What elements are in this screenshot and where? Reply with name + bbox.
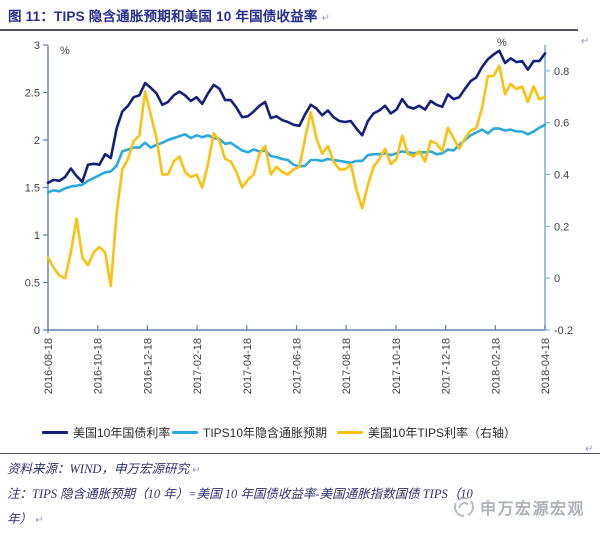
right-axis-unit: % xyxy=(497,37,507,49)
note-line-1: 注：TIPS 隐含通胀预期（10 年）=美国 10 年国债收益率-美国通胀指数国… xyxy=(7,483,473,502)
brand-logo-text: 申万宏源宏观 xyxy=(480,501,586,518)
right-tick-label: 0.8 xyxy=(554,66,569,78)
figure-title: 图 11：TIPS 隐含通胀预期和美国 10 年国债收益率 ↵ xyxy=(8,5,330,25)
right-tick-label: 0 xyxy=(554,273,560,285)
legend-item-1: TIPS10年隐含通胀预期 xyxy=(172,424,327,440)
legend-swatch-0 xyxy=(42,430,68,434)
figure-title-text: 图 11：TIPS 隐含通胀预期和美国 10 年国债收益率 xyxy=(8,9,318,24)
right-tick-label: -0.2 xyxy=(554,325,573,337)
x-tick-label: 2017-10-18 xyxy=(391,338,403,394)
right-tick-label: 0.2 xyxy=(554,221,569,233)
source-text: 资料来源：WIND，申万宏源研究 xyxy=(7,462,189,476)
line-chart: 3 2.5 2 1.5 1 0.5 0 0.8 0.6 0.4 0.2 0 -0.2 2016-08-18… xyxy=(0,34,600,422)
left-tick-label: 1.5 xyxy=(25,183,40,195)
right-tick-label: 0.6 xyxy=(554,118,569,130)
paragraph-mark-icon: ↵ xyxy=(35,515,44,526)
x-tick-label: 2016-10-18 xyxy=(93,338,105,394)
note-text-1: 注：TIPS 隐含通胀预期（10 年）=美国 10 年国债收益率-美国通胀指数国… xyxy=(7,487,473,501)
x-tick-label: 2017-06-18 xyxy=(292,338,304,394)
paragraph-mark-icon: ↵ xyxy=(581,36,590,47)
chart-canvas: 3 2.5 2 1.5 1 0.5 0 0.8 0.6 0.4 0.2 0 -0.2 2016-08-18… xyxy=(25,37,573,394)
left-axis-unit: % xyxy=(60,45,70,57)
left-tick-label: 0.5 xyxy=(25,278,40,290)
paragraph-mark-icon: ↵ xyxy=(321,13,331,24)
left-tick-label: 1 xyxy=(34,230,40,242)
x-tick-label: 2017-02-18 xyxy=(192,338,204,394)
series-line-1 xyxy=(46,123,547,194)
left-tick-label: 2 xyxy=(34,135,40,147)
left-tick-label: 3 xyxy=(34,40,40,52)
series-line-2 xyxy=(46,64,547,288)
brand-watermark: 申万宏源宏观 xyxy=(452,495,585,519)
brand-logo-icon xyxy=(454,497,474,517)
x-tick-label: 2018-04-18 xyxy=(540,338,552,394)
x-tick-label: 2018-02-18 xyxy=(490,338,502,394)
legend-item-0: 美国10年国债利率 xyxy=(42,424,170,440)
paragraph-mark-icon: ↵ xyxy=(585,444,594,455)
note-line-2: 年） ↵ xyxy=(7,508,44,527)
chart-legend: 美国10年国债利率 TIPS10年隐含通胀预期 美国10年TIPS利率（右轴） xyxy=(0,424,600,442)
legend-item-2: 美国10年TIPS利率（右轴） xyxy=(337,424,516,440)
x-tick-label: 2016-08-18 xyxy=(43,338,55,394)
paragraph-mark-icon: ↵ xyxy=(192,465,201,476)
x-tick-label: 2017-08-18 xyxy=(341,338,353,394)
legend-divider xyxy=(0,453,600,454)
legend-swatch-1 xyxy=(172,430,198,434)
legend-swatch-2 xyxy=(337,430,363,434)
left-tick-label: 2.5 xyxy=(25,88,40,100)
legend-label-1: TIPS10年隐含通胀预期 xyxy=(203,425,328,440)
note-text-2: 年） xyxy=(7,512,33,526)
x-tick-label: 2016-12-18 xyxy=(142,338,154,394)
right-tick-label: 0.4 xyxy=(554,170,569,182)
x-tick-label: 2017-04-18 xyxy=(242,338,254,394)
series-line-0 xyxy=(46,49,547,185)
legend-label-2: 美国10年TIPS利率（右轴） xyxy=(368,425,517,440)
source-line: 资料来源：WIND，申万宏源研究 ↵ xyxy=(7,458,200,477)
title-underline xyxy=(0,29,578,31)
left-tick-label: 0 xyxy=(34,325,40,337)
x-tick-label: 2017-12-18 xyxy=(441,338,453,394)
legend-label-0: 美国10年国债利率 xyxy=(73,425,171,440)
